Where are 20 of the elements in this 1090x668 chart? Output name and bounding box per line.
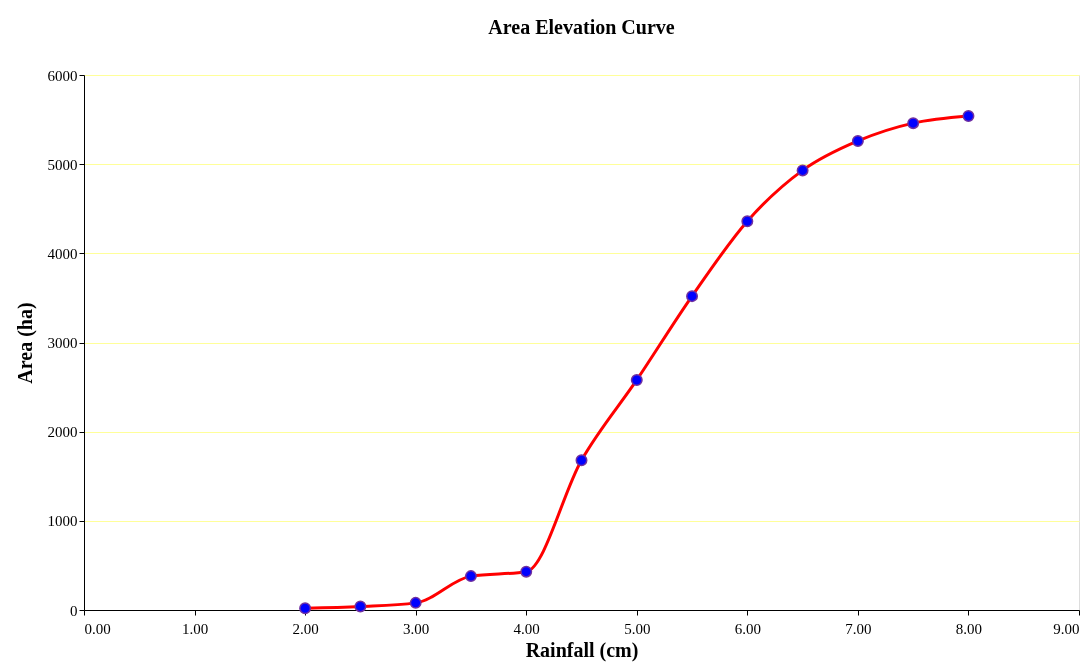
- chart-title: Area Elevation Curve: [488, 16, 675, 38]
- x-tick-label: 1.00: [181, 620, 209, 637]
- y-tick-label: 3000: [47, 335, 78, 351]
- x-axis-title: Rainfall (cm): [525, 638, 639, 662]
- x-tick-label: 6.00: [734, 620, 761, 637]
- x-tick-label: 0.00: [84, 620, 111, 637]
- y-tick-label: 0: [70, 602, 78, 619]
- y-tick-label: 5000: [47, 156, 78, 173]
- x-tick-label: 2.00: [292, 620, 319, 637]
- x-tick-label: 9.00: [1053, 620, 1080, 637]
- y-tick-label: 2000: [47, 424, 78, 441]
- y-tick-label: 4000: [47, 245, 78, 262]
- x-tick-label: 7.00: [845, 620, 872, 637]
- x-tick-label: 3.00: [403, 620, 430, 637]
- x-tick-label: 4.00: [513, 620, 540, 637]
- x-tick-label: 5.00: [624, 620, 651, 637]
- x-tick-label: 8.00: [955, 620, 983, 637]
- y-tick-label: 1000: [47, 513, 78, 530]
- y-tick-label: 6000: [47, 67, 78, 84]
- y-axis-title: Area (ha): [13, 302, 37, 384]
